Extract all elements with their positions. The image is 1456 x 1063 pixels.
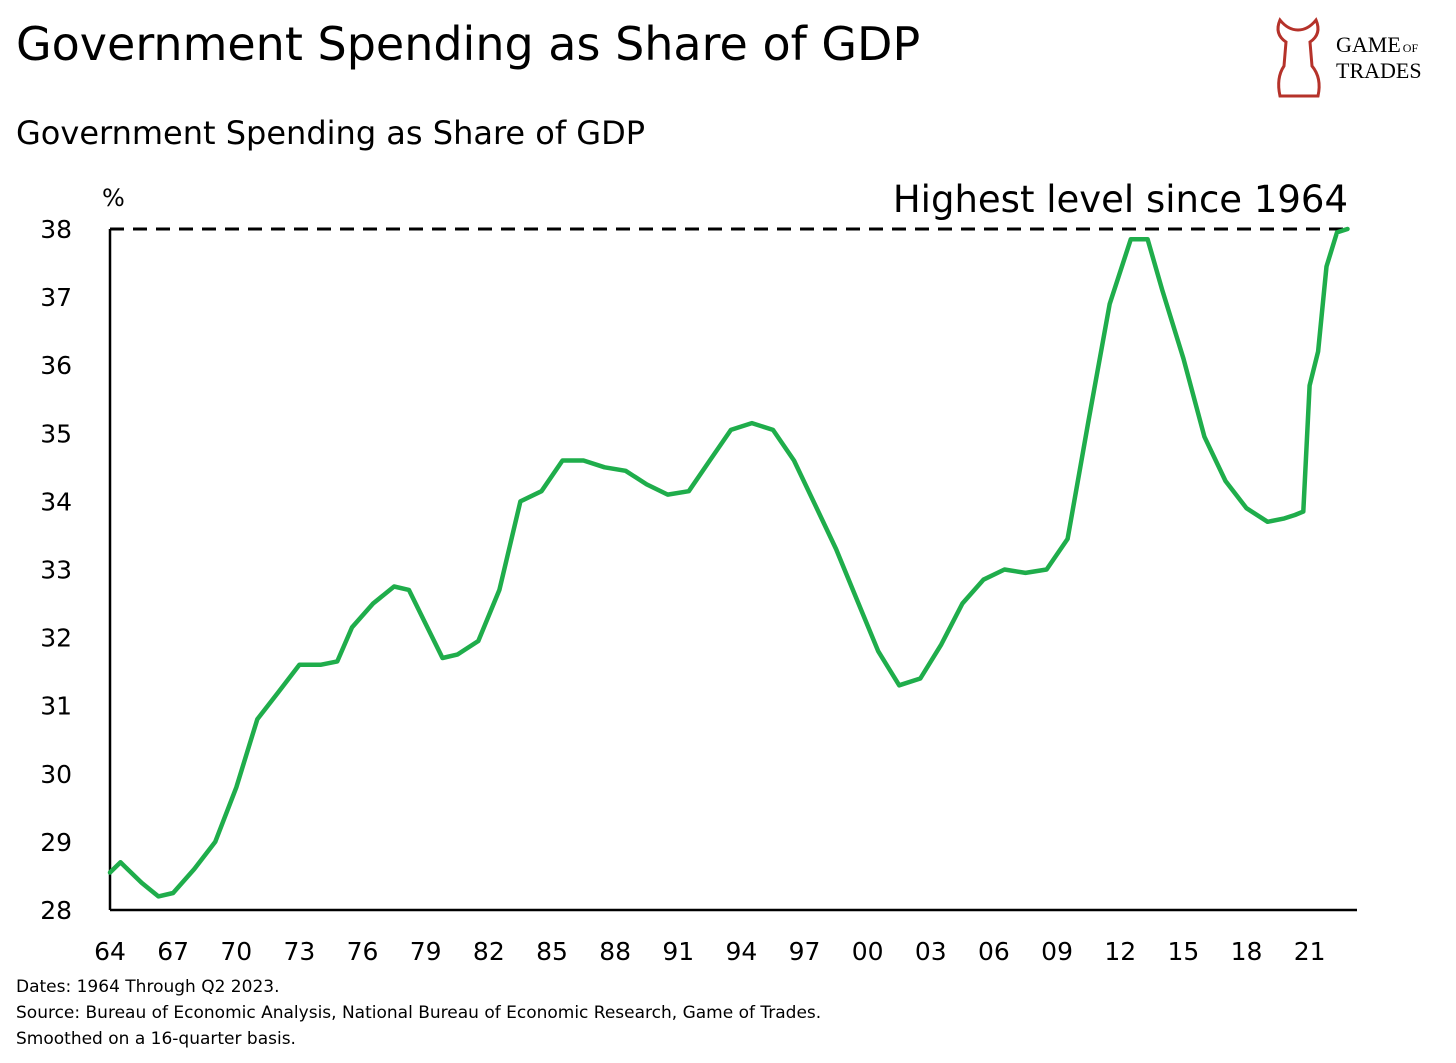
chart-subtitle: Government Spending as Share of GDP [16, 114, 645, 152]
y-tick-label: 36 [40, 351, 72, 380]
y-tick-label: 37 [40, 283, 72, 312]
y-tick-label: 30 [40, 760, 72, 789]
logo-text: TRADES [1336, 58, 1422, 83]
x-tick-label: 82 [473, 937, 505, 966]
x-tick-label: 15 [1167, 937, 1199, 966]
y-tick-label: 33 [40, 556, 72, 585]
y-tick-label: 29 [40, 828, 72, 857]
logo-text: GAME OF [1336, 32, 1418, 57]
note: Source: Bureau of Economic Analysis, Nat… [16, 1003, 821, 1023]
y-tick-label: 34 [40, 487, 72, 516]
annotation: Highest level since 1964 [893, 178, 1348, 221]
x-tick-label: 79 [410, 937, 442, 966]
x-tick-label: 21 [1294, 937, 1326, 966]
x-tick-label: 73 [284, 937, 316, 966]
x-tick-label: 76 [347, 937, 379, 966]
x-tick-label: 88 [599, 937, 631, 966]
x-tick-label: 00 [852, 937, 884, 966]
note: Dates: 1964 Through Q2 2023. [16, 977, 279, 997]
chart-title: Government Spending as Share of GDP [16, 17, 920, 71]
x-tick-label: 85 [536, 937, 568, 966]
y-tick-label: 32 [40, 624, 72, 653]
logo: GAME OF TRADES [1276, 17, 1422, 98]
line-series [107, 226, 1350, 899]
note: Smoothed on a 16-quarter basis. [16, 1029, 296, 1049]
x-tick-label: 64 [94, 937, 126, 966]
x-tick-label: 09 [1041, 937, 1073, 966]
x-tick-label: 12 [1104, 937, 1136, 966]
x-tick-label: 03 [915, 937, 947, 966]
x-tick-label: 97 [789, 937, 821, 966]
x-tick-label: 18 [1231, 937, 1263, 966]
x-tick-label: 06 [978, 937, 1010, 966]
x-tick-label: 70 [220, 937, 252, 966]
y-tick-label: 28 [40, 896, 72, 925]
x-tick-label: 67 [157, 937, 189, 966]
y-tick-label: 31 [40, 692, 72, 721]
y-tick-label: 35 [40, 419, 72, 448]
y-axis-label: % [102, 184, 125, 212]
y-tick-label: 38 [40, 215, 72, 244]
x-tick-label: 91 [662, 937, 694, 966]
x-tick-label: 94 [725, 937, 757, 966]
logo-icon [1276, 17, 1321, 98]
